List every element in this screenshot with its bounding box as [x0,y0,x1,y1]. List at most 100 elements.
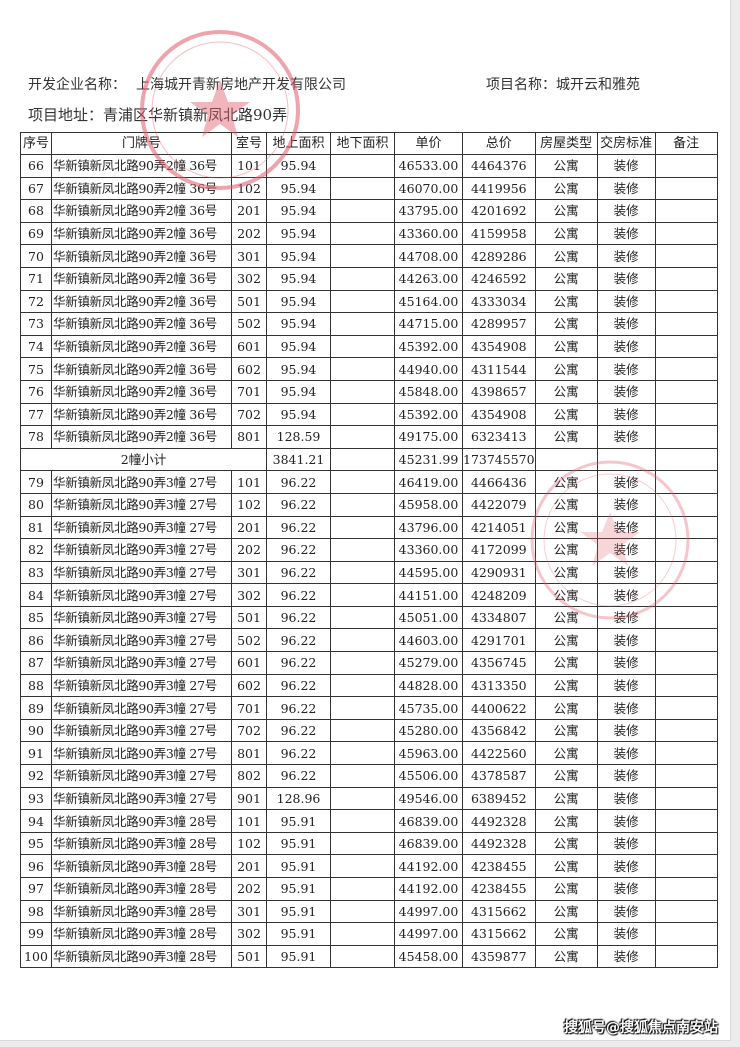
table-row: 66 华新镇新凤北路90弄2幢 36号 101 95.94 46533.00 446437… [20,154,718,178]
table-cell [330,470,395,494]
table-cell: 44940.00 [394,357,463,381]
table-cell: 77 [20,402,52,427]
table-cell: 公寓 [534,831,598,856]
table-cell: 97 [20,877,52,901]
table-cell: 44263.00 [394,266,463,291]
table-cell: 4466436 [462,470,536,494]
table-cell: 装修 [596,470,656,494]
table-cell: 4378587 [462,764,536,788]
table-cell: 78 [20,425,52,449]
table-row: 98 华新镇新凤北路90弄3幢 28号 301 95.91 44997.00 431566… [20,899,718,924]
table-cell: 69 [20,221,52,246]
table-cell: 装修 [596,379,656,404]
table-cell: 华新镇新凤北路90弄3幢 27号 [51,538,232,562]
table-cell: 68 [20,199,52,223]
table-cell: 华新镇新凤北路90弄3幢 27号 [51,605,232,630]
table-cell [654,673,718,698]
table-cell [654,266,718,291]
table-cell: 75 [20,357,52,381]
table-cell: 公寓 [534,379,598,404]
table-cell: 华新镇新凤北路90弄2幢 36号 [51,425,232,449]
table-row: 79 华新镇新凤北路90弄3幢 27号 101 96.22 46419.00 446643… [20,470,718,494]
table-cell: 4238455 [462,854,536,878]
table-cell: 95.94 [266,402,331,427]
subtotal-total: 173745570 [462,447,536,472]
table-cell: 99 [20,922,52,946]
table-cell: 95.91 [266,809,331,833]
table-cell: 201 [231,199,267,223]
table-cell: 72 [20,289,52,314]
table-cell: 公寓 [534,334,598,359]
table-cell [654,628,718,653]
table-cell: 87 [20,651,52,675]
table-row: 93 华新镇新凤北路90弄3幢 27号 901 128.96 49546.00 63894… [20,786,718,811]
table-cell: 44151.00 [394,583,463,607]
table-cell: 公寓 [534,221,598,246]
table-cell: 45392.00 [394,402,463,427]
table-cell [330,402,395,427]
table-cell: 4289957 [462,312,536,336]
table-cell: 装修 [596,176,656,201]
table-row: 85 华新镇新凤北路90弄3幢 27号 501 96.22 45051.00 433480… [20,605,718,630]
table-cell: 602 [231,673,267,698]
developer-name: 上海城开青新房地产开发有限公司 [136,77,346,93]
table-cell: 华新镇新凤北路90弄3幢 27号 [51,515,232,540]
table-cell: 公寓 [534,786,598,811]
table-cell: 4289286 [462,244,536,268]
column-header: 备注 [654,132,718,155]
table-cell [654,244,718,268]
table-cell: 华新镇新凤北路90弄3幢 28号 [51,831,232,856]
table-cell [330,696,395,720]
table-cell: 华新镇新凤北路90弄3幢 28号 [51,944,232,969]
table-cell: 96.22 [266,741,331,766]
table-cell: 45506.00 [394,764,463,788]
table-cell: 96.22 [266,492,331,517]
table-cell [330,266,395,291]
table-cell: 华新镇新凤北路90弄3幢 27号 [51,560,232,585]
table-cell: 装修 [596,764,656,788]
table-row: 89 华新镇新凤北路90弄3幢 27号 701 96.22 45735.00 440062… [20,696,718,720]
table-cell: 公寓 [534,605,598,630]
table-cell: 装修 [596,154,656,178]
table-cell: 公寓 [534,696,598,720]
table-cell [654,651,718,675]
table-cell: 102 [231,831,267,856]
table-cell: 95.91 [266,922,331,946]
table-row: 95 华新镇新凤北路90弄3幢 28号 102 95.91 46839.00 449232… [20,831,718,856]
table-cell: 华新镇新凤北路90弄2幢 36号 [51,402,232,427]
table-cell: 702 [231,718,267,743]
table-cell: 89 [20,696,52,720]
column-header: 总价 [462,132,536,155]
table-cell: 96.22 [266,538,331,562]
table-cell [330,764,395,788]
table-cell: 4334807 [462,605,536,630]
table-cell: 81 [20,515,52,540]
table-cell: 4422079 [462,492,536,517]
table-cell: 装修 [596,605,656,630]
table-cell: 94 [20,809,52,833]
table-cell: 4315662 [462,922,536,946]
table-cell: 96.22 [266,560,331,585]
table-cell [330,199,395,223]
table-cell: 公寓 [534,289,598,314]
table-cell: 公寓 [534,944,598,969]
table-cell: 4356842 [462,718,536,743]
table-cell: 4214051 [462,515,536,540]
developer-line: 开发企业名称： 上海城开青新房地产开发有限公司 [28,74,346,94]
table-cell: 95.94 [266,312,331,336]
project-address: 青浦区华新镇新凤北路90弄 [103,106,288,124]
table-cell: 501 [231,605,267,630]
table-cell: 302 [231,583,267,607]
table-row: 81 华新镇新凤北路90弄3幢 27号 201 96.22 43796.00 421405… [20,515,718,540]
table-cell: 46839.00 [394,809,463,833]
table-cell: 公寓 [534,244,598,268]
table-cell: 4422560 [462,741,536,766]
table-cell: 801 [231,741,267,766]
table-cell [596,447,656,472]
table-cell [654,764,718,788]
table-row: 76 华新镇新凤北路90弄2幢 36号 701 95.94 45848.00 439865… [20,379,718,404]
table-cell: 装修 [596,854,656,878]
table-cell: 128.59 [266,425,331,449]
project-label: 项目名称： [486,77,556,93]
table-cell: 502 [231,628,267,653]
